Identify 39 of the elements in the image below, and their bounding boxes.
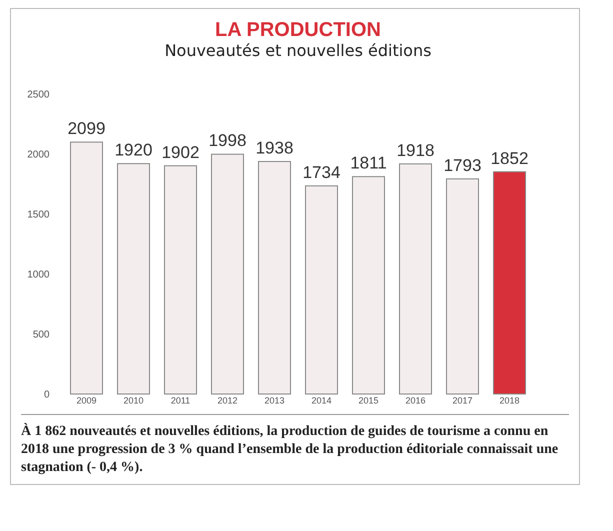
data-label: 1852 [490, 148, 528, 168]
y-tick-label: 0 [44, 390, 50, 400]
x-tick-label: 2010 [123, 396, 144, 406]
bar [305, 185, 338, 394]
data-label: 1998 [208, 131, 246, 150]
x-tick-label: 2012 [217, 396, 238, 406]
chart-subtitle: Nouveautés et nouvelles éditions [164, 41, 432, 60]
bar [258, 160, 291, 394]
x-tick-label: 2016 [405, 396, 426, 406]
bar [352, 176, 385, 394]
data-label: 1918 [396, 140, 434, 160]
y-tick-label: 1000 [27, 270, 50, 280]
y-tick-label: 2500 [27, 90, 50, 100]
text: À 1 862 nouveautés et nouvelles éditions, la production de guides de tourisme a connu en 2018 une progression de 3 % quand l’ensemble de la production éditoriale connaissait une stagnation (- 0,4 %). [21, 423, 560, 478]
data-label: 1734 [302, 162, 340, 182]
x-tick-label: 2013 [264, 396, 285, 406]
bar [446, 178, 479, 394]
bar [164, 165, 197, 394]
y-tick-label: 500 [32, 330, 50, 340]
bar [493, 171, 526, 394]
bar [70, 142, 103, 394]
data-label: 2099 [68, 119, 106, 138]
x-tick-label: 2018 [499, 396, 520, 406]
bar [399, 163, 432, 394]
bar [211, 154, 244, 394]
chart-title: LA PRODUCTION [215, 19, 381, 41]
x-tick-label: 2015 [358, 396, 379, 406]
data-label: 1811 [350, 154, 387, 173]
x-tick-label: 2011 [170, 396, 190, 406]
x-tick-label: 2009 [76, 396, 97, 406]
data-label: 1793 [444, 156, 482, 175]
x-tick-label: 2017 [452, 396, 473, 406]
data-label: 1938 [256, 138, 294, 158]
y-tick-label: 2000 [27, 150, 50, 160]
bar [117, 163, 150, 394]
data-label: 1920 [114, 140, 152, 160]
data-label: 1902 [162, 142, 200, 162]
x-tick-label: 2014 [311, 396, 332, 406]
y-tick-label: 1500 [27, 210, 50, 220]
